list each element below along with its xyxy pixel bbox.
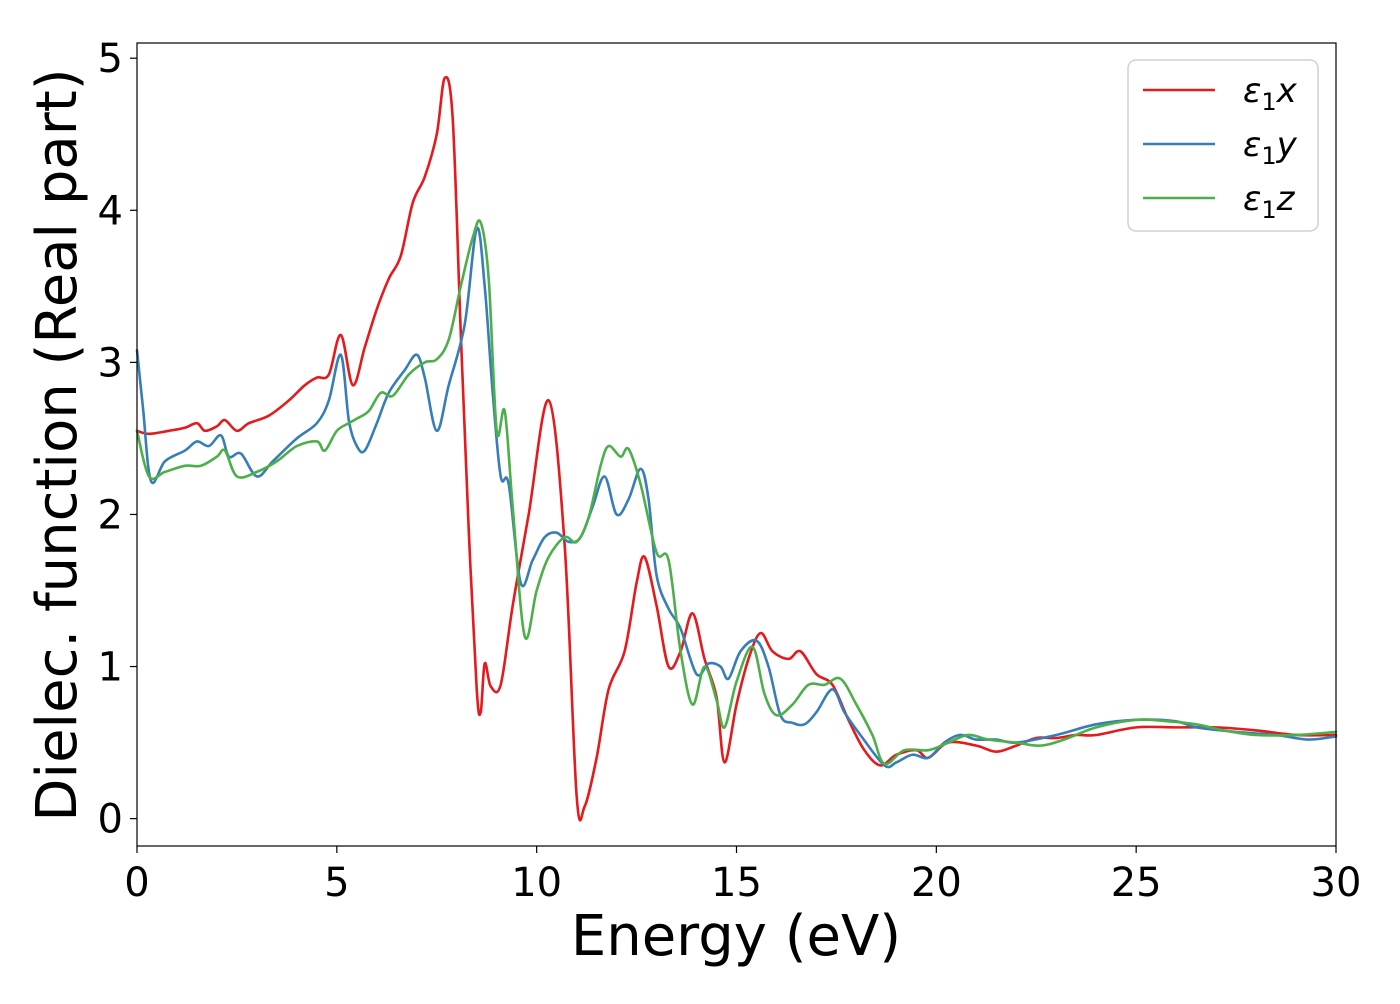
y-tick-label: 2: [98, 492, 123, 538]
x-tick-label: 30: [1311, 860, 1362, 906]
series-layer: [135, 75, 1338, 822]
y-tick-label: 5: [98, 36, 123, 82]
legend: ε1x ε1y ε1z: [1127, 59, 1319, 232]
legend-box: [1127, 59, 1319, 232]
x-tick-label: 25: [1111, 860, 1162, 906]
y-axis-title: Dielec. function (Real part): [25, 68, 90, 821]
x-ticks: 0 5 10 15 20 25 30: [124, 846, 1361, 906]
x-tick-label: 10: [511, 860, 562, 906]
series-line-z: [135, 219, 1338, 766]
y-tick-label: 4: [98, 188, 123, 234]
legend-label-x: ε1x: [1243, 71, 1298, 116]
y-ticks: 0 1 2 3 4 5: [98, 36, 137, 843]
x-tick-label: 0: [124, 860, 149, 906]
legend-items: ε1x ε1y ε1z: [1143, 71, 1298, 224]
x-axis-title: Energy (eV): [571, 904, 901, 969]
x-tick-label: 20: [911, 860, 962, 906]
y-tick-label: 3: [98, 340, 123, 386]
x-tick-label: 5: [324, 860, 349, 906]
y-tick-label: 0: [98, 797, 123, 843]
legend-label-y: ε1y: [1243, 125, 1298, 170]
legend-label-z: ε1z: [1243, 179, 1296, 224]
y-tick-label: 1: [98, 645, 123, 691]
x-tick-label: 15: [711, 860, 762, 906]
